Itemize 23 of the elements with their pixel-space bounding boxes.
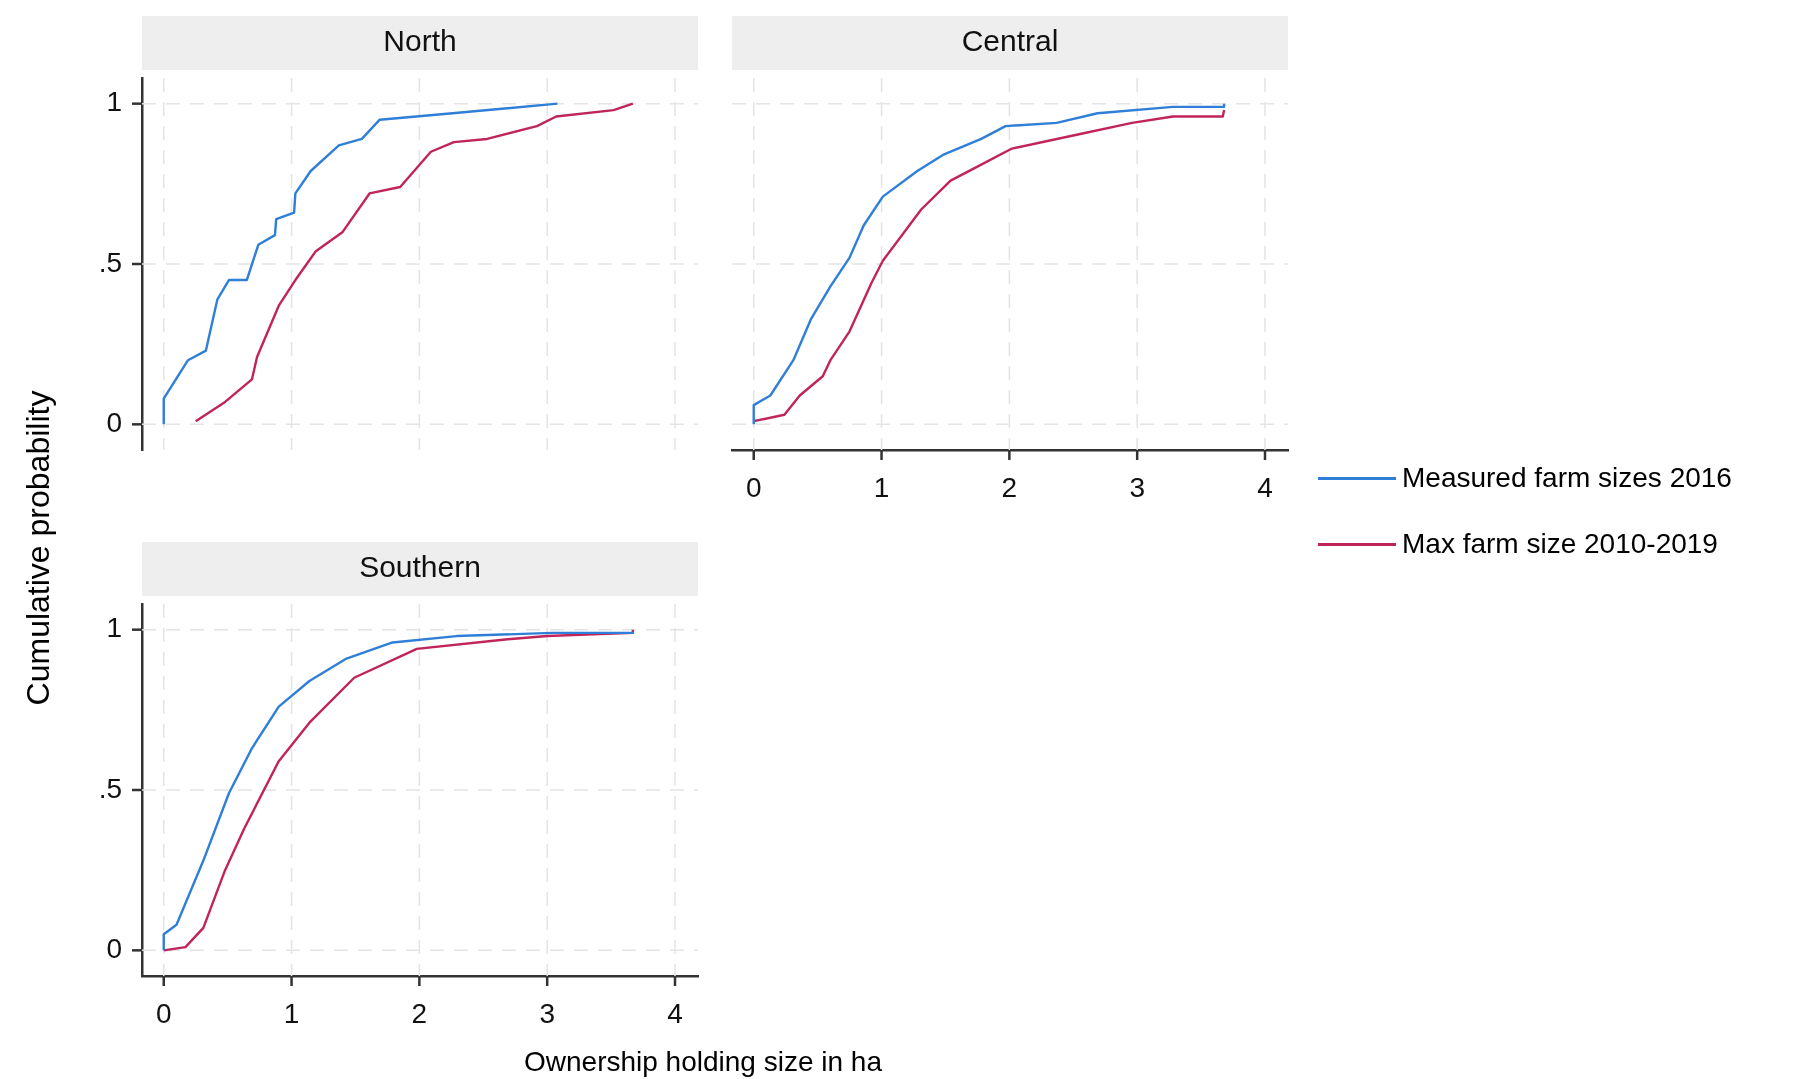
x-tick-label: 2	[411, 997, 428, 1029]
x-tick-label: 3	[1129, 471, 1145, 503]
x-tick-label: 0	[745, 471, 762, 503]
y-tick-label: .5	[98, 772, 122, 804]
y-tick-label: .5	[98, 246, 122, 278]
x-tick-label: 4	[667, 997, 683, 1029]
chart-title: Southern	[359, 550, 481, 584]
chart-title: Central	[961, 24, 1059, 58]
x-tick-label: 0	[155, 997, 172, 1029]
x-tick-label: 2	[1001, 471, 1018, 503]
x-tick-label: 3	[539, 997, 555, 1029]
x-tick-label: 1	[873, 471, 890, 503]
legend-label: Max farm size 2010-2019	[1402, 528, 1718, 560]
chart-title: North	[383, 24, 457, 58]
y-axis-title: Cumulative probability	[19, 390, 57, 706]
y-tick-label: 0	[106, 407, 122, 439]
legend-label: Measured farm sizes 2016	[1402, 462, 1732, 494]
x-tick-label: 1	[283, 997, 300, 1029]
y-tick-label: 0	[106, 933, 122, 965]
y-tick-label: 1	[106, 612, 122, 644]
y-tick-label: 1	[106, 86, 122, 118]
x-axis-title: Ownership holding size in ha	[523, 1046, 883, 1078]
x-tick-label: 4	[1257, 471, 1273, 503]
